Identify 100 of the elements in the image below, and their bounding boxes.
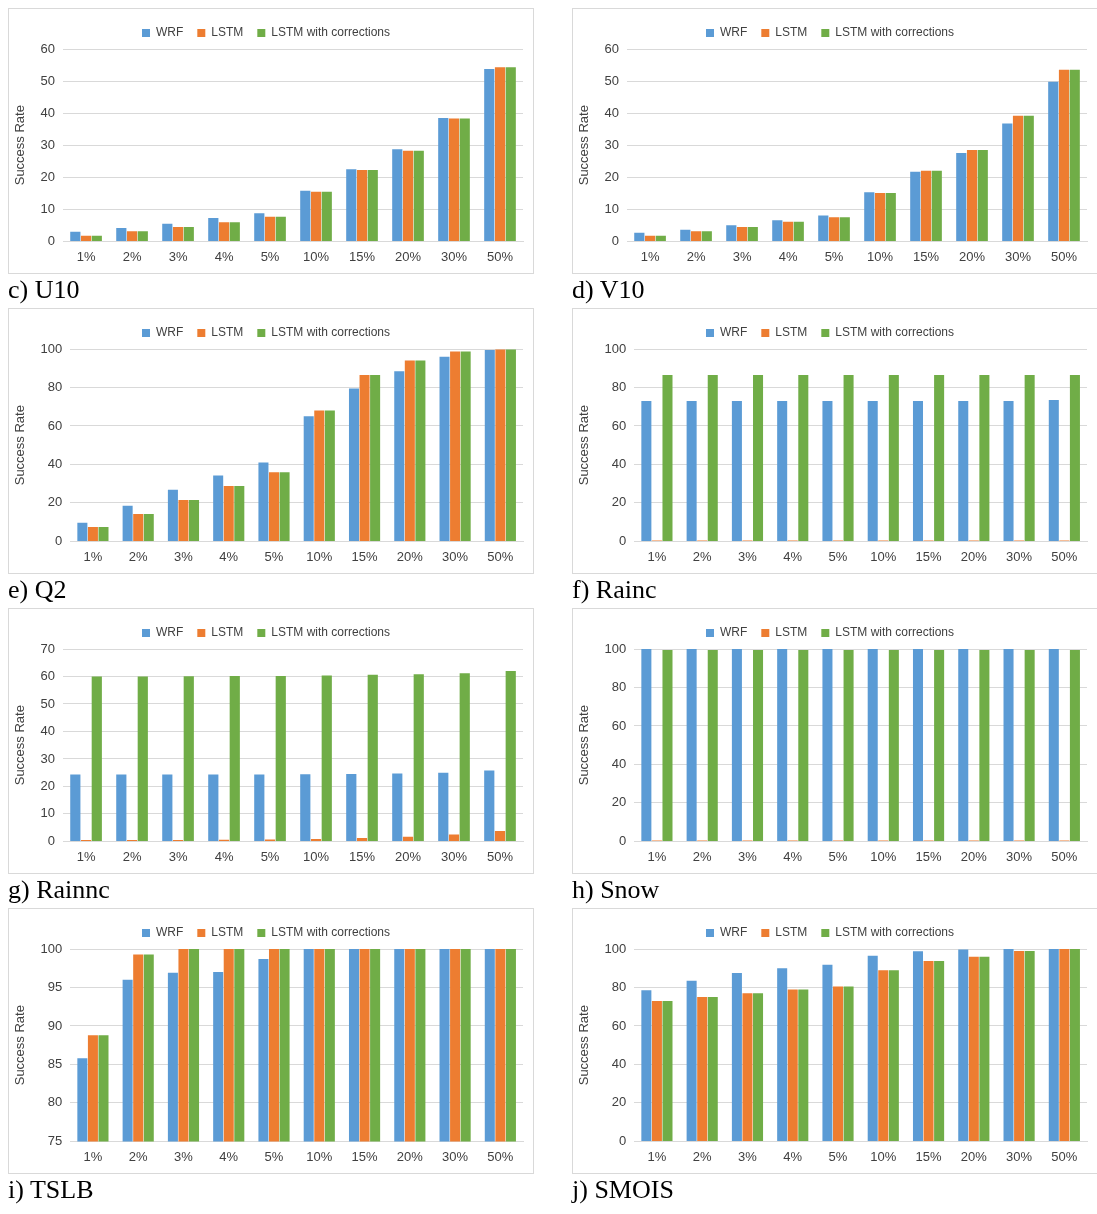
- x-tick-label: 20%: [395, 848, 422, 864]
- bar: [753, 993, 764, 1141]
- bar: [753, 374, 764, 541]
- bar: [641, 400, 652, 541]
- y-tick-label: 30: [40, 136, 56, 152]
- x-tick-label: 5%: [260, 848, 280, 864]
- y-axis-title: Success Rate: [576, 705, 592, 786]
- x-tick-label: 1%: [647, 548, 667, 564]
- bar: [958, 949, 969, 1141]
- legend-label: LSTM: [211, 25, 244, 40]
- x-tick-label: 5%: [824, 248, 844, 264]
- bar: [912, 649, 924, 841]
- y-tick-label: 80: [611, 379, 627, 395]
- y-tick-label: 50: [40, 695, 56, 711]
- bar: [279, 472, 290, 541]
- bar: [1024, 374, 1035, 541]
- y-tick-label: 80: [611, 979, 627, 995]
- bar: [888, 374, 899, 541]
- bar: [254, 774, 265, 841]
- x-tick-label: 15%: [349, 248, 376, 264]
- bar: [680, 229, 691, 241]
- y-tick-label: 80: [47, 379, 63, 395]
- bar: [958, 400, 969, 541]
- x-tick-label: 5%: [828, 548, 848, 564]
- bar: [116, 227, 127, 241]
- y-tick-label: 40: [40, 104, 56, 120]
- bar: [178, 500, 189, 541]
- bar: [356, 169, 368, 241]
- bar: [404, 360, 415, 541]
- x-tick-label: 10%: [870, 548, 897, 564]
- bar: [736, 226, 748, 241]
- y-tick-label: 85: [47, 1056, 63, 1072]
- bar: [495, 349, 506, 541]
- bar: [183, 676, 194, 841]
- bar: [300, 190, 311, 241]
- bar: [798, 989, 809, 1141]
- bar: [450, 351, 461, 541]
- bar: [697, 997, 708, 1141]
- x-tick-label: 3%: [168, 848, 188, 864]
- x-tick-label: 4%: [219, 1148, 239, 1164]
- bar: [747, 226, 758, 241]
- bar: [143, 513, 154, 541]
- x-tick-label: 5%: [264, 1148, 284, 1164]
- bar: [1059, 949, 1070, 1141]
- x-tick-label: 15%: [351, 548, 378, 564]
- y-axis-title: Success Rate: [12, 405, 28, 486]
- bar: [707, 374, 718, 541]
- x-tick-label: 15%: [915, 1148, 942, 1164]
- bar: [1058, 69, 1070, 241]
- x-tick-label: 2%: [692, 548, 713, 564]
- x-tick-label: 5%: [828, 1148, 848, 1164]
- y-tick-label: 0: [55, 532, 63, 548]
- x-tick-label: 50%: [1050, 248, 1078, 264]
- legend-label: LSTM with corrections: [271, 325, 391, 340]
- y-tick-label: 40: [47, 456, 63, 472]
- y-tick-label: 40: [604, 104, 620, 120]
- bar: [979, 374, 990, 541]
- x-tick-label: 50%: [487, 548, 514, 564]
- bar: [956, 152, 967, 241]
- y-tick-label: 20: [611, 1094, 627, 1110]
- y-tick-label: 0: [47, 832, 56, 848]
- y-tick-label: 80: [611, 679, 627, 695]
- bar: [1003, 400, 1014, 541]
- bar: [218, 222, 230, 241]
- bar: [787, 989, 798, 1141]
- bar: [91, 676, 102, 841]
- bar: [777, 400, 788, 541]
- bar: [1003, 949, 1014, 1141]
- x-tick-label: 30%: [1006, 848, 1033, 864]
- x-tick-label: 5%: [828, 848, 848, 864]
- bar: [726, 225, 737, 241]
- bar: [701, 231, 712, 241]
- x-tick-label: 5%: [264, 548, 284, 564]
- x-tick-label: 30%: [1006, 548, 1033, 564]
- y-tick-label: 75: [47, 1132, 63, 1148]
- bar: [885, 192, 896, 241]
- bar: [208, 217, 219, 241]
- bar: [864, 192, 875, 241]
- x-tick-label: 20%: [960, 1148, 988, 1164]
- bar: [1002, 123, 1013, 241]
- bar: [258, 462, 269, 541]
- x-tick-label: 20%: [960, 848, 988, 864]
- x-tick-label: 50%: [487, 1148, 514, 1164]
- bar: [979, 956, 990, 1141]
- bar: [268, 472, 280, 541]
- bar: [888, 649, 899, 841]
- bar: [1023, 115, 1034, 241]
- bar: [321, 191, 332, 241]
- bar: [923, 960, 934, 1141]
- bar: [655, 235, 666, 241]
- bar: [931, 170, 942, 241]
- y-tick-label: 95: [47, 979, 63, 995]
- y-tick-label: 40: [611, 756, 627, 772]
- legend-label: LSTM: [211, 925, 244, 940]
- bar: [189, 500, 200, 541]
- bar: [1024, 649, 1035, 841]
- bar: [634, 232, 645, 241]
- bar: [275, 675, 286, 841]
- legend-label: LSTM with corrections: [835, 25, 955, 40]
- y-tick-label: 70: [40, 640, 56, 656]
